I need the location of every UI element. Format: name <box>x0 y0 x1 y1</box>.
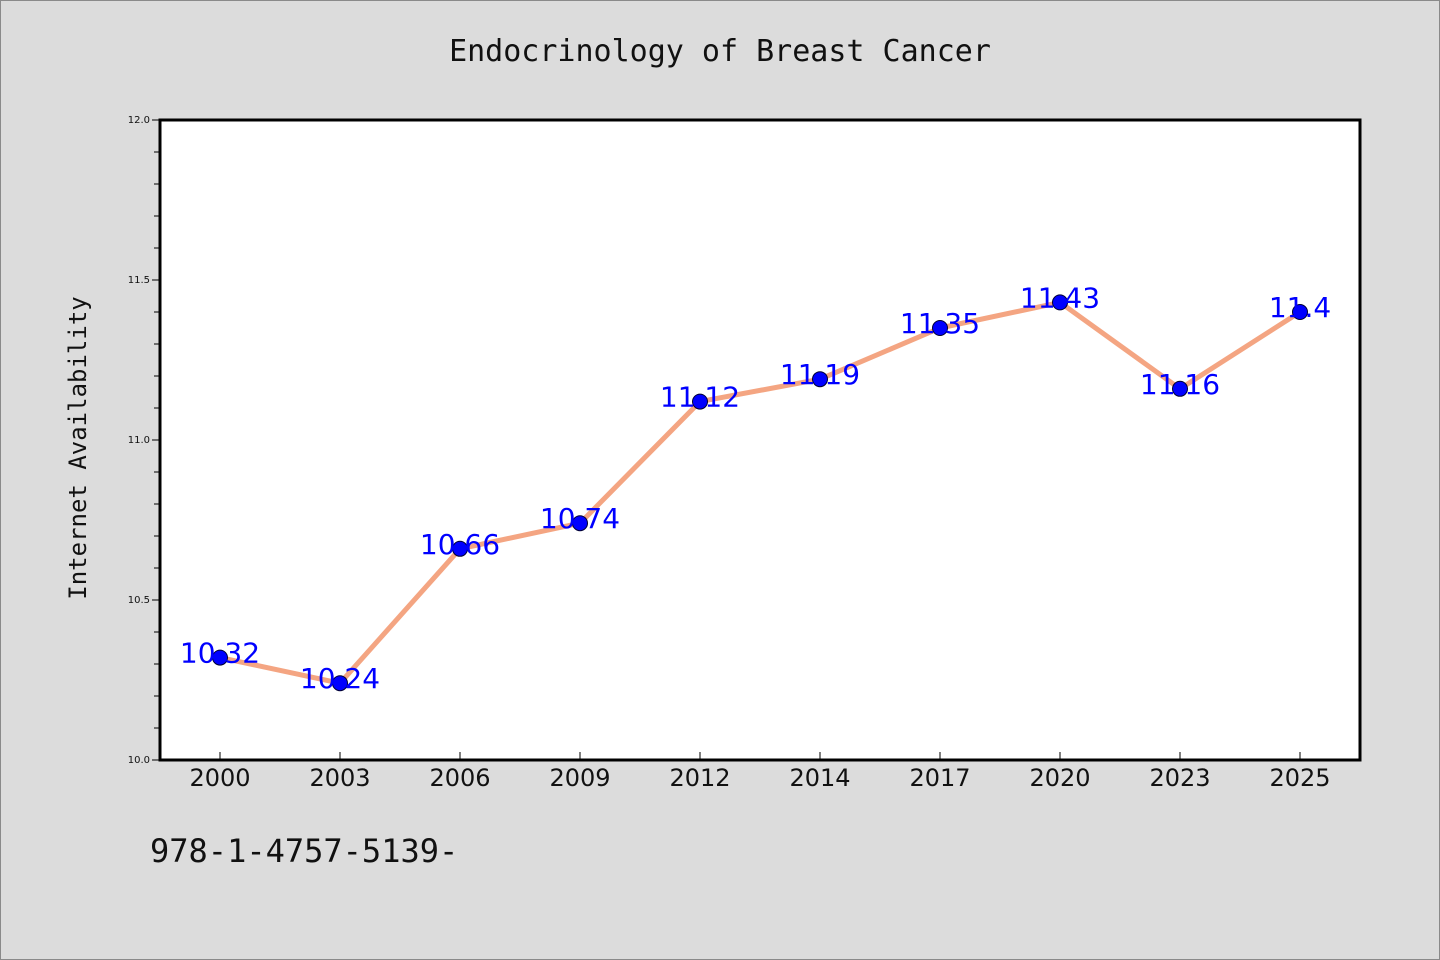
y-tick-label: 12.0 <box>128 115 150 126</box>
y-axis: 10.0 10.5 11.0 11.5 12.0 <box>128 115 160 766</box>
data-label: 11.16 <box>1140 368 1220 401</box>
y-axis-label: Internet Availability <box>64 296 92 599</box>
data-point <box>1172 380 1188 397</box>
data-label: 11.43 <box>1020 281 1100 314</box>
x-tick-label: 2000 <box>189 764 250 792</box>
y-tick-label: 10.0 <box>128 755 150 766</box>
series-polyline <box>217 299 1303 686</box>
data-label: 10.74 <box>540 502 620 535</box>
data-point <box>452 540 468 557</box>
data-point <box>332 675 348 692</box>
x-tick-label: 2020 <box>1029 764 1090 792</box>
data-point <box>812 371 828 388</box>
y-tick-label: 10.5 <box>128 595 150 606</box>
data-point <box>1292 304 1308 320</box>
data-point <box>692 393 708 410</box>
data-label: 11.19 <box>780 358 860 391</box>
series-markers <box>212 294 1308 692</box>
x-axis: 2000 2003 2006 2009 2012 2014 2017 2020 2023 2025 <box>189 752 1331 792</box>
data-labels: 10.32 10.24 10.66 10.74 11.12 11.19 11.35 11.43… <box>180 281 1331 695</box>
data-label: 10.32 <box>180 637 260 670</box>
data-point <box>572 515 588 532</box>
y-tick-label: 11.5 <box>128 275 150 286</box>
data-label: 11.4 <box>1269 291 1331 324</box>
data-point <box>212 649 228 666</box>
x-tick-label: 2025 <box>1269 764 1330 792</box>
data-point <box>1052 294 1068 311</box>
plot-area <box>158 118 1362 762</box>
series-line <box>217 299 1303 686</box>
x-tick-label: 2006 <box>429 764 490 792</box>
x-tick-label: 2003 <box>309 764 370 792</box>
data-label: 11.12 <box>660 381 740 414</box>
y-tick-label: 11.0 <box>128 435 150 446</box>
x-tick-label: 2009 <box>549 764 610 792</box>
data-point <box>932 320 948 336</box>
data-label: 10.66 <box>420 528 500 561</box>
data-label: 10.24 <box>300 662 380 695</box>
x-tick-label: 2012 <box>669 764 730 792</box>
x-tick-label: 2014 <box>789 764 850 792</box>
footer-text: 978-1-4757-5139- <box>150 832 459 870</box>
chart-title: Endocrinology of Breast Cancer <box>449 34 991 69</box>
data-label: 11.35 <box>900 307 980 340</box>
x-tick-label: 2023 <box>1149 764 1210 792</box>
x-tick-label: 2017 <box>909 764 970 792</box>
